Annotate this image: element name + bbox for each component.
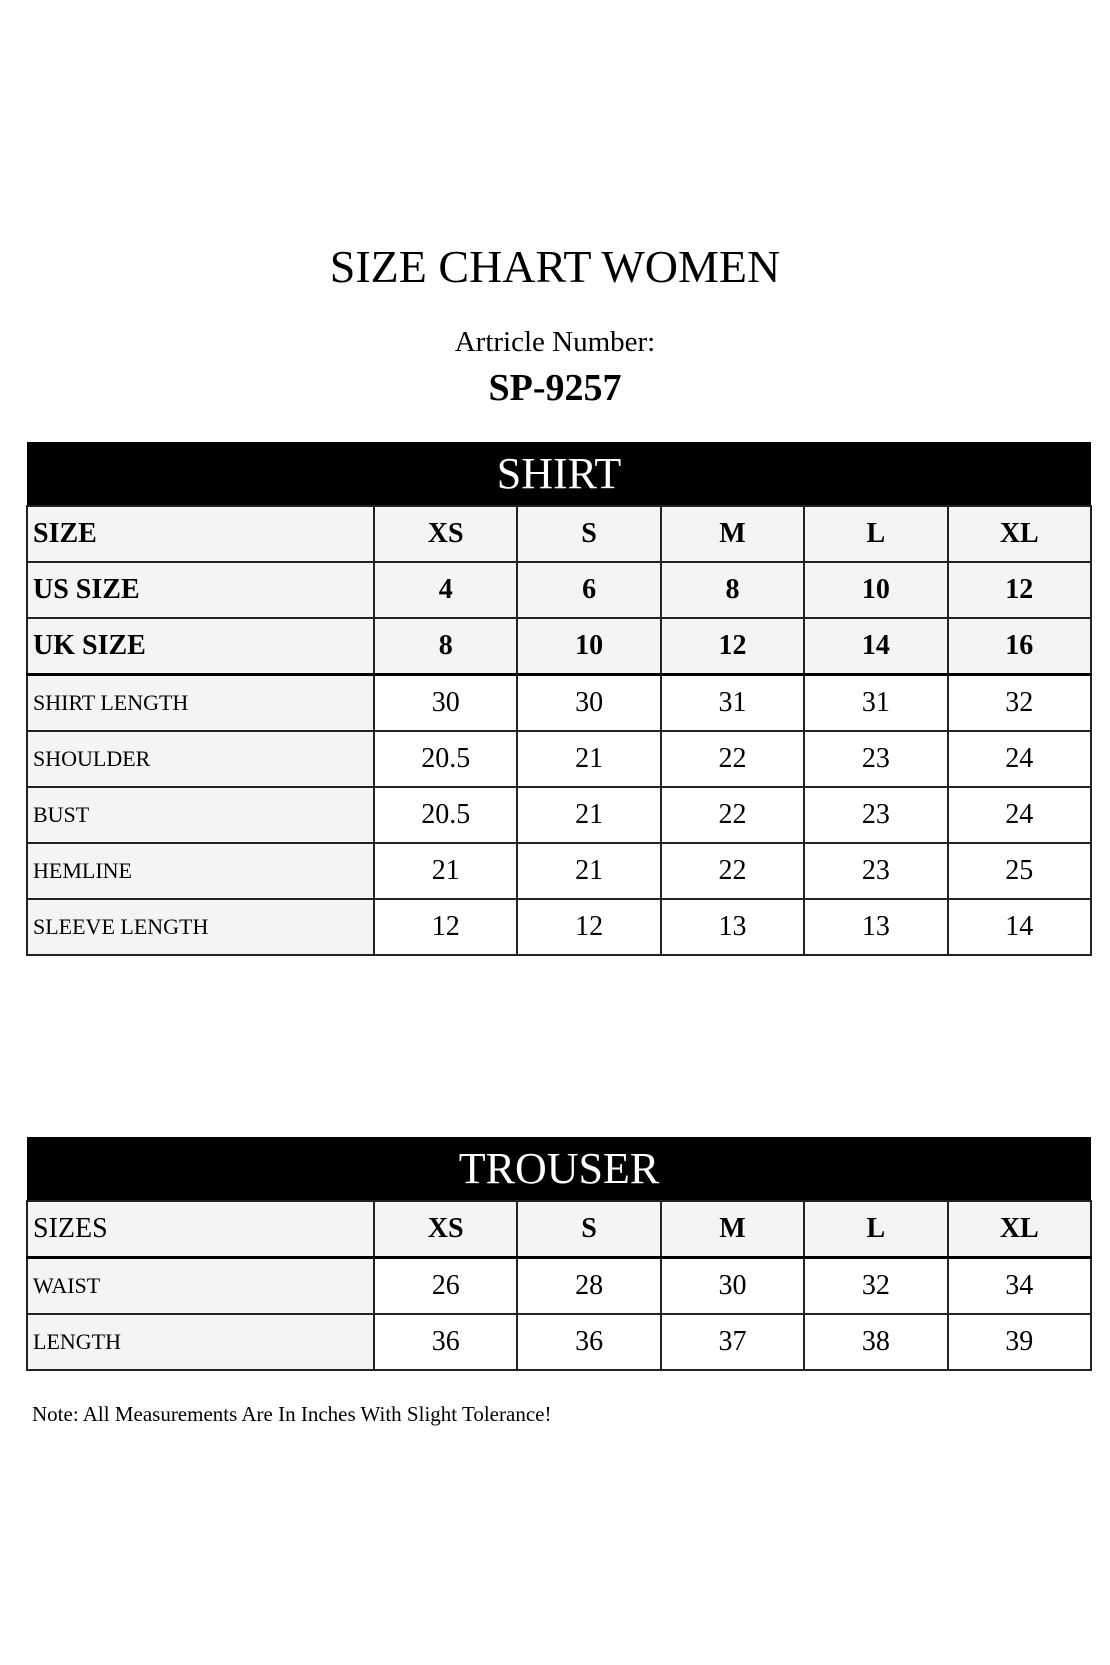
table-row: SHIRT LENGTH 30 30 31 31 32	[26, 673, 1093, 732]
cell-value: 31	[803, 673, 949, 732]
cell-value: 4	[372, 561, 519, 619]
cell-value: 37	[659, 1313, 806, 1371]
page-title: SIZE CHART WOMEN	[329, 241, 781, 292]
table-row: HEMLINE 21 21 22 23 25	[26, 842, 1093, 900]
cell-value: 21	[372, 842, 519, 900]
cell-value: 25	[946, 842, 1093, 900]
cell-value: 21	[516, 730, 662, 788]
cell-value: 12	[659, 617, 806, 676]
table-row: SLEEVE LENGTH 12 12 13 13 14	[26, 898, 1093, 956]
cell-value: 8	[659, 561, 806, 619]
cell-value: 24	[946, 730, 1093, 788]
row-label: LENGTH	[26, 1313, 375, 1371]
trouser-table-title: TROUSER	[27, 1137, 1091, 1201]
cell-value: 21	[516, 842, 662, 900]
cell-value: 24	[946, 786, 1093, 844]
cell-value: 36	[372, 1313, 519, 1371]
row-label: US SIZE	[26, 561, 375, 619]
trouser-size-table: TROUSER SIZES XS S M L XL WAIST 26 28 30 32 34 LENGT…	[26, 1137, 1093, 1371]
cell-value: 8	[372, 617, 519, 676]
cell-value: 26	[372, 1256, 519, 1315]
cell-value: 32	[803, 1256, 949, 1315]
row-label: HEMLINE	[26, 842, 375, 900]
cell-value: 22	[659, 786, 806, 844]
cell-value: 20.5	[372, 786, 519, 844]
cell-value: 20.5	[372, 730, 519, 788]
row-label: BUST	[26, 786, 375, 844]
row-label: SIZE	[26, 505, 375, 563]
cell-value: S	[516, 505, 662, 563]
article-number: SP-9257	[488, 367, 622, 409]
row-label: SHOULDER	[26, 730, 375, 788]
cell-value: 10	[803, 561, 949, 619]
cell-value: 12	[946, 561, 1093, 619]
row-label: SHIRT LENGTH	[26, 673, 375, 732]
row-label: SIZES	[26, 1200, 375, 1259]
cell-value: 22	[659, 730, 806, 788]
cell-value: L	[803, 1200, 949, 1259]
cell-value: 6	[516, 561, 662, 619]
row-label: UK SIZE	[26, 617, 375, 676]
cell-value: S	[516, 1200, 662, 1259]
cell-value: 23	[803, 730, 949, 788]
cell-value: 31	[659, 673, 806, 732]
cell-value: 39	[946, 1313, 1093, 1371]
cell-value: XL	[946, 1200, 1093, 1259]
cell-value: 13	[803, 898, 949, 956]
cell-value: 10	[516, 617, 662, 676]
cell-value: XL	[946, 505, 1093, 563]
cell-value: 13	[659, 898, 806, 956]
cell-value: 12	[516, 898, 662, 956]
cell-value: L	[803, 505, 949, 563]
cell-value: 30	[659, 1256, 806, 1315]
table-row: LENGTH 36 36 37 38 39	[26, 1313, 1093, 1371]
cell-value: 14	[946, 898, 1093, 956]
row-label: SLEEVE LENGTH	[26, 898, 375, 956]
table-row: SHOULDER 20.5 21 22 23 24	[26, 730, 1093, 788]
table-row: BUST 20.5 21 22 23 24	[26, 786, 1093, 844]
cell-value: 36	[516, 1313, 662, 1371]
cell-value: 16	[946, 617, 1093, 676]
size-row: UK SIZE 8 10 12 14 16	[26, 617, 1093, 676]
cell-value: XS	[372, 505, 519, 563]
cell-value: 23	[803, 786, 949, 844]
size-row: SIZES XS S M L XL	[26, 1200, 1093, 1259]
cell-value: 34	[946, 1256, 1093, 1315]
cell-value: 12	[372, 898, 519, 956]
article-label: Artricle Number:	[454, 326, 656, 358]
cell-value: 38	[803, 1313, 949, 1371]
shirt-table-title: SHIRT	[27, 442, 1091, 506]
table-row: WAIST 26 28 30 32 34	[26, 1256, 1093, 1315]
cell-value: 28	[516, 1256, 662, 1315]
cell-value: M	[659, 1200, 806, 1259]
size-row: SIZE XS S M L XL	[26, 505, 1093, 563]
cell-value: 22	[659, 842, 806, 900]
cell-value: M	[659, 505, 806, 563]
cell-value: 14	[803, 617, 949, 676]
cell-value: XS	[372, 1200, 519, 1259]
cell-value: 30	[516, 673, 662, 732]
cell-value: 32	[946, 673, 1093, 732]
cell-value: 21	[516, 786, 662, 844]
measurement-note: Note: All Measurements Are In Inches Wit…	[32, 1402, 552, 1426]
size-row: US SIZE 4 6 8 10 12	[26, 561, 1093, 619]
shirt-size-table: SHIRT SIZE XS S M L XL US SIZE 4 6 8 10 12 UK SIZE 8 1…	[26, 442, 1093, 956]
cell-value: 23	[803, 842, 949, 900]
row-label: WAIST	[26, 1256, 375, 1315]
cell-value: 30	[372, 673, 519, 732]
